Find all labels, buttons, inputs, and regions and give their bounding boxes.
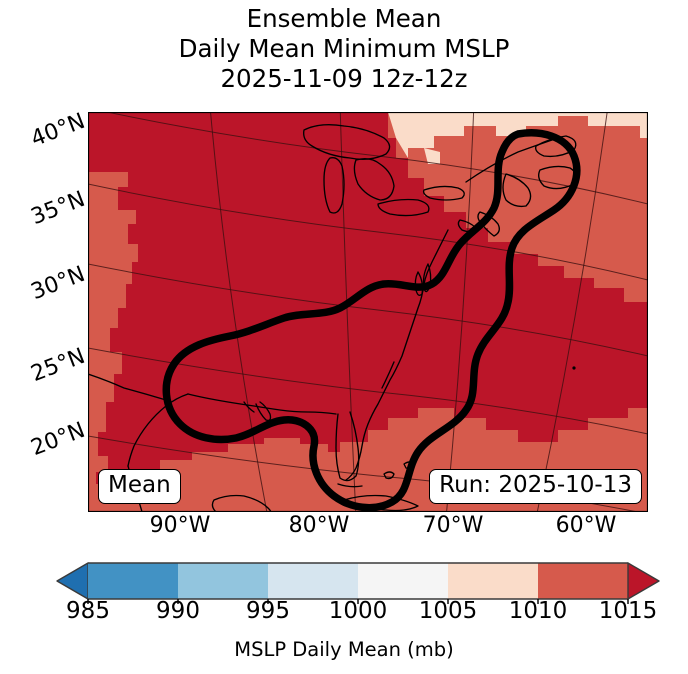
meridian-70w bbox=[446, 112, 475, 512]
colorbar-tick-1015: 1015 bbox=[598, 598, 658, 624]
colorbar-under-arrow bbox=[56, 562, 89, 600]
yucatan-peninsula bbox=[211, 494, 272, 512]
colorbar-tick-995: 995 bbox=[246, 598, 290, 624]
map-panel[interactable]: Mean Run: 2025-10-13 bbox=[88, 112, 648, 512]
fill-band-1010-1015-west bbox=[88, 172, 138, 512]
meridian-80w bbox=[339, 112, 357, 512]
texas-coast bbox=[127, 393, 189, 467]
colorbar-swatch-1005-1010 bbox=[448, 563, 538, 599]
parallel-25n bbox=[88, 347, 648, 435]
colorbar-swatch-990-995 bbox=[178, 563, 268, 599]
colorbar-tick-990: 990 bbox=[156, 598, 200, 624]
lake-erie bbox=[377, 198, 430, 217]
lon-label-60w: 60°W bbox=[555, 513, 617, 538]
lat-label-20n: 20°N bbox=[27, 417, 89, 462]
title-line-2: Daily Mean Minimum MSLP bbox=[178, 34, 510, 63]
mean-annotation-box: Mean bbox=[98, 469, 181, 504]
delta-branch bbox=[243, 401, 255, 413]
inland-river bbox=[381, 361, 395, 389]
colorbar-tick-985: 985 bbox=[66, 598, 110, 624]
map-svg bbox=[88, 112, 648, 512]
lake-superior bbox=[303, 124, 391, 160]
lon-label-70w: 70°W bbox=[422, 513, 484, 538]
colorbar-swatch-985-990 bbox=[88, 563, 178, 599]
st-lawrence bbox=[465, 137, 559, 183]
bahamas-1 bbox=[383, 471, 395, 480]
colorbar-panel[interactable]: 985 990 995 1000 1005 1010 1015 MSLP Dai… bbox=[0, 556, 688, 674]
lat-label-30n: 30°N bbox=[27, 261, 89, 306]
figure-title: Ensemble Mean Daily Mean Minimum MSLP 20… bbox=[0, 4, 688, 94]
colorbar-swatch-995-1000 bbox=[268, 563, 358, 599]
colorbar-axis-label: MSLP Daily Mean (mb) bbox=[234, 638, 454, 661]
cape-cod bbox=[477, 211, 500, 237]
colorbar-over-arrow bbox=[627, 562, 660, 600]
colorbar-swatch-1000-1005 bbox=[358, 563, 448, 599]
lat-label-35n: 35°N bbox=[27, 186, 89, 231]
lon-label-80w: 80°W bbox=[288, 513, 350, 538]
us-mexico-border bbox=[88, 373, 167, 401]
fill-band-1010-1015-northeast bbox=[388, 112, 648, 302]
lat-label-25n: 25°N bbox=[27, 343, 89, 388]
title-line-3: 2025-11-09 12z-12z bbox=[220, 64, 468, 93]
fill-band-1005-1010-corner bbox=[618, 112, 648, 138]
florida-peninsula bbox=[335, 411, 360, 482]
lake-huron bbox=[353, 158, 395, 201]
lake-ontario bbox=[422, 185, 465, 201]
chesapeake-bay bbox=[422, 263, 432, 293]
parallel-30n bbox=[88, 263, 648, 357]
mississippi-delta bbox=[255, 401, 272, 422]
run-annotation-box: Run: 2025-10-13 bbox=[429, 469, 642, 504]
fill-band-1005-1010 bbox=[388, 112, 618, 164]
colorbar-tick-1010: 1010 bbox=[508, 598, 568, 624]
parallel-35n bbox=[88, 183, 648, 281]
graticule-meridians bbox=[210, 112, 608, 512]
meridian-60w bbox=[536, 112, 608, 512]
mslp-contour-line bbox=[162, 129, 581, 512]
delaware-bay bbox=[414, 271, 424, 296]
map-border bbox=[88, 112, 648, 512]
lake-michigan bbox=[323, 157, 345, 214]
colorbar-ticks bbox=[87, 599, 629, 604]
meridian-90w bbox=[210, 112, 268, 512]
title-line-1: Ensemble Mean bbox=[246, 4, 442, 33]
colorbar-svg bbox=[56, 562, 660, 604]
lat-label-40n: 40°N bbox=[27, 108, 89, 153]
lon-label-90w: 90°W bbox=[149, 513, 211, 538]
colorbar-tick-1005: 1005 bbox=[418, 598, 478, 624]
colorbar-swatch-1010-1015 bbox=[538, 563, 628, 599]
florida-keys bbox=[337, 483, 363, 488]
parallel-40n bbox=[104, 112, 648, 205]
colorbar-tick-1000: 1000 bbox=[328, 598, 388, 624]
gulf-coast bbox=[187, 393, 337, 415]
us-east-coast bbox=[345, 229, 449, 481]
bermuda bbox=[572, 366, 576, 370]
maine-coast bbox=[502, 173, 532, 208]
